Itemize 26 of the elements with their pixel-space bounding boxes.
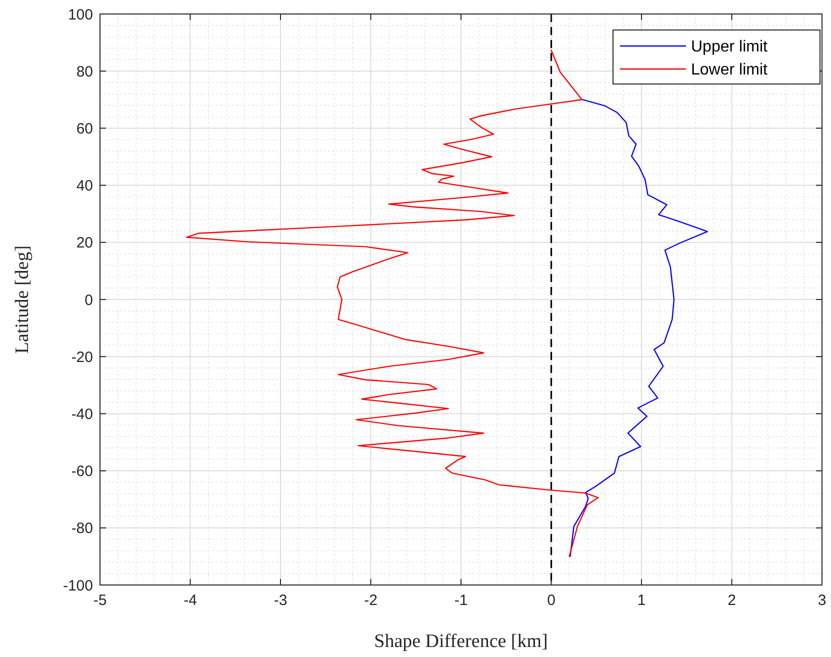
x-axis-title: Shape Difference [km] (374, 631, 548, 652)
legend-label: Upper limit (691, 38, 768, 56)
y-tick-label: 20 (76, 234, 93, 252)
y-tick-label: 40 (76, 178, 93, 195)
y-tick-label: -80 (71, 520, 93, 538)
y-tick-label: 80 (76, 63, 93, 80)
x-tick-label: 3 (818, 592, 826, 609)
x-tick-label: 0 (547, 592, 556, 609)
y-tick-label: -40 (71, 406, 93, 423)
x-tick-label: 2 (728, 592, 736, 609)
x-tick-label: -5 (93, 592, 107, 609)
y-tick-label: -60 (71, 463, 93, 480)
line-series (186, 50, 599, 558)
y-axis-title: Latitude [deg] (12, 245, 33, 354)
line-series (570, 99, 708, 558)
y-tick-label: 0 (84, 292, 93, 309)
y-tick-label: 60 (76, 120, 93, 138)
y-tick-label: 100 (68, 6, 93, 24)
x-tick-label: 1 (637, 592, 646, 609)
y-tick-label: -20 (71, 348, 93, 366)
y-tick-label: -100 (62, 577, 93, 594)
x-tick-label: -3 (274, 592, 288, 609)
x-tick-label: -4 (184, 592, 197, 609)
x-tick-label: -2 (364, 592, 378, 609)
legend-label: Lower limit (691, 62, 768, 79)
x-tick-label: -1 (454, 592, 468, 609)
